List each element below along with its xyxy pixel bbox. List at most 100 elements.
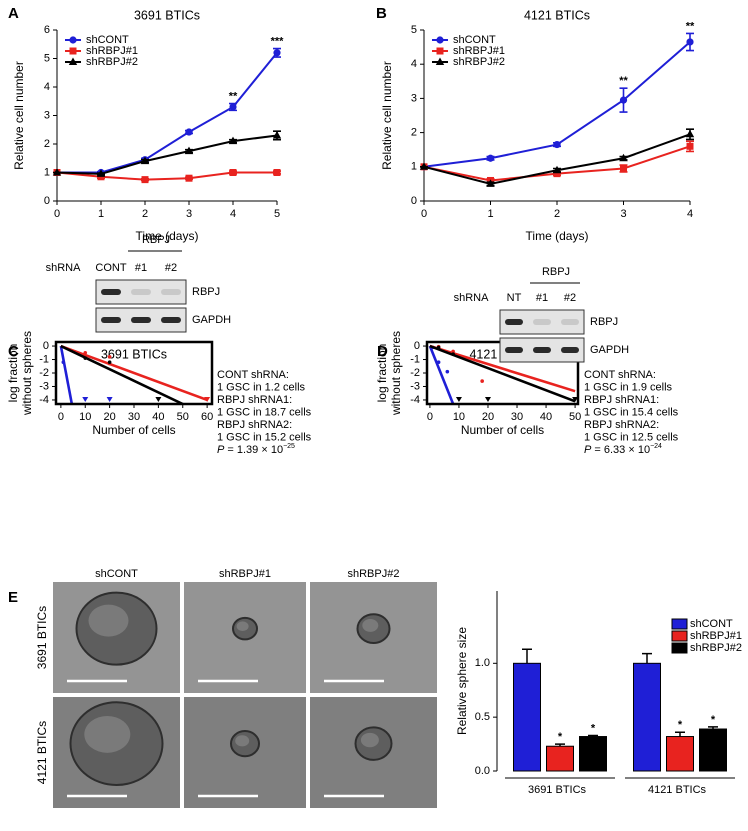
significance: **	[619, 75, 628, 87]
significance: **	[229, 90, 238, 102]
lane-label: #2	[564, 292, 576, 304]
x-tick-label: 40	[540, 411, 552, 423]
marker	[272, 130, 282, 139]
significance: *	[591, 722, 596, 734]
fit-line	[428, 345, 455, 404]
significance: **	[686, 20, 695, 32]
legend-text: 1 GSC in 15.4 cells	[584, 406, 679, 418]
marker	[68, 57, 78, 65]
series-line	[56, 171, 277, 181]
y-tick-label: 6	[44, 24, 50, 36]
p-text: = 6.33 × 10	[591, 444, 650, 456]
x-tick-label: 5	[274, 208, 280, 220]
y-tick-label: -4	[39, 394, 49, 406]
legend-swatch	[671, 618, 688, 630]
y-tick-label: 0.5	[475, 711, 490, 723]
point	[83, 356, 88, 360]
marker	[436, 36, 444, 44]
panel-letter: D	[377, 343, 388, 360]
x-tick-label: 20	[482, 411, 494, 423]
y-axis-label: without spheres	[389, 331, 403, 416]
sphere-texture	[360, 732, 379, 748]
point	[436, 345, 441, 350]
legend-swatch	[671, 642, 688, 654]
x-axis-label: Time (days)	[136, 229, 199, 243]
legend-text: RBPJ shRNA1:	[217, 394, 292, 406]
p-exponent: −25	[283, 443, 295, 450]
y-tick-label: 3	[44, 109, 50, 121]
chart-title: 3691 BTICs	[134, 8, 200, 22]
column-label: shCONT	[95, 568, 138, 580]
marker	[619, 96, 628, 104]
legend-text: 1 GSC in 12.5 cells	[584, 431, 679, 443]
band	[101, 317, 121, 323]
marker	[620, 165, 627, 173]
y-tick-label: 5	[411, 24, 417, 36]
column-label: shRBPJ#2	[348, 568, 400, 580]
x-tick-label: 50	[569, 411, 581, 423]
plot	[59, 344, 211, 404]
x-tick-label: 20	[104, 411, 116, 423]
sphere-texture	[362, 619, 379, 632]
marker	[553, 170, 561, 178]
marker	[96, 169, 106, 177]
row-label: 3691 BTICs	[35, 606, 49, 669]
x-tick-label: 40	[152, 411, 164, 423]
y-tick-label: 1	[411, 161, 417, 173]
y-axis-label: Relative cell number	[380, 61, 394, 170]
marker	[185, 174, 193, 182]
legend-text: RBPJ shRNA2:	[217, 419, 292, 431]
x-tick-label: 4	[230, 208, 236, 220]
sphere-texture	[236, 621, 249, 632]
marker	[228, 136, 238, 145]
x-tick-label: 30	[511, 411, 523, 423]
significance: *	[558, 731, 563, 743]
blot-row-label: shRNA	[46, 262, 82, 274]
bar	[699, 728, 727, 772]
x-tick-label: 0	[54, 208, 60, 220]
marker	[184, 146, 194, 155]
row-label: 4121 BTICs	[35, 721, 49, 784]
marker	[435, 57, 445, 65]
marker	[273, 169, 281, 176]
legend-label: shCONT	[86, 34, 129, 46]
marker	[553, 140, 561, 149]
band	[101, 289, 121, 295]
x-tick-label: 3	[186, 208, 192, 220]
chart-title: 3691 BTICs	[101, 347, 167, 361]
marker	[140, 156, 150, 165]
significance: *	[711, 714, 716, 726]
significance: *	[678, 719, 683, 731]
y-axis-label: Relative sphere size	[455, 627, 469, 735]
fit-line	[60, 344, 184, 404]
y-tick-label: 2	[411, 127, 417, 139]
y-axis-label: log fraction	[375, 344, 389, 403]
point	[61, 360, 66, 365]
panel-letter: E	[8, 589, 18, 606]
band	[131, 317, 151, 323]
marker	[486, 154, 495, 162]
x-tick-label: 1	[98, 208, 104, 220]
legend-text: RBPJ shRNA1:	[584, 394, 659, 406]
point	[107, 360, 112, 365]
error-bar	[675, 731, 685, 737]
p-exponent: −24	[650, 443, 662, 450]
x-tick-label: 30	[128, 411, 140, 423]
marker	[552, 165, 562, 174]
x-tick-label: 1	[487, 208, 493, 220]
marker	[685, 129, 695, 138]
series-line	[57, 52, 278, 174]
y-tick-label: 2	[44, 138, 50, 150]
legend-label: shRBPJ#2	[690, 642, 742, 654]
plot	[428, 344, 578, 404]
legend-text: 1 GSC in 15.2 cells	[217, 431, 312, 443]
p-text: = 1.39 × 10	[224, 444, 283, 456]
x-axis-label: Number of cells	[461, 423, 544, 437]
y-tick-label: -1	[39, 353, 49, 365]
y-tick-label: 0	[43, 340, 49, 352]
significance: ***	[271, 35, 285, 47]
x-tick-label: 3691 BTICs	[528, 784, 587, 796]
lane-label: #1	[536, 292, 548, 304]
band	[161, 317, 181, 323]
